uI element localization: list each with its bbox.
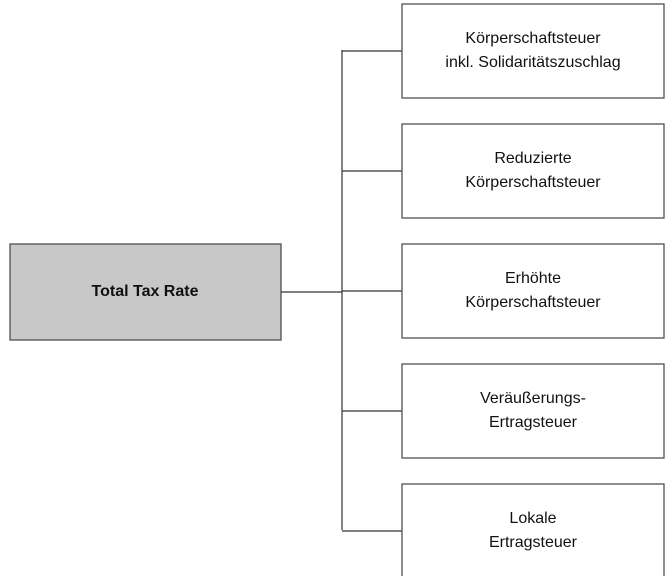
node-label: Körperschaftsteuer [465,294,601,311]
node-box [401,123,665,219]
node-box [401,3,665,99]
node-label: Ertragsteuer [489,414,578,431]
node-box [401,243,665,339]
node-label: inkl. Solidaritätszuschlag [445,54,620,71]
root-label: Total Tax Rate [92,283,199,300]
node-label: Erhöhte [505,270,561,287]
node-label: Veräußerungs- [480,390,586,407]
node-label: Reduzierte [494,150,571,167]
node-label: Lokale [509,510,556,527]
node-box [401,483,665,576]
root-box [9,243,282,341]
node-box [401,363,665,459]
node-label: Ertragsteuer [489,534,578,551]
node-label: Körperschaftsteuer [465,30,601,47]
node-label: Körperschaftsteuer [465,174,601,191]
